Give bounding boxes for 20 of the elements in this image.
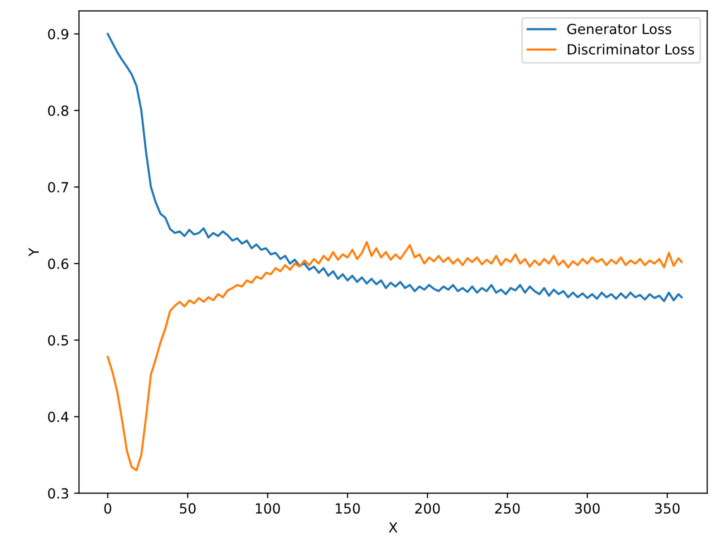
x-tick-label: 250 <box>495 503 520 514</box>
y-tick-label: 0.6 <box>48 258 68 270</box>
y-tick-label: 0.9 <box>48 28 68 40</box>
y-axis-title: Y <box>28 248 39 256</box>
x-tick-label: 50 <box>180 503 196 514</box>
x-tick-label: 350 <box>655 503 680 514</box>
y-tick-label: 0.4 <box>48 412 68 422</box>
x-axis-title: X <box>388 522 398 532</box>
x-tick-label: 300 <box>575 503 600 514</box>
y-tick-label: 0.3 <box>48 488 68 499</box>
x-tick-label: 150 <box>336 503 360 514</box>
y-tick-label: 0.5 <box>48 335 68 346</box>
legend-label: Discriminator Loss <box>568 44 694 55</box>
y-tick-label: 0.8 <box>48 105 68 116</box>
legend-label: Generator Loss <box>567 24 672 34</box>
x-tick-label: 100 <box>256 503 280 514</box>
x-tick-label: 200 <box>415 503 440 514</box>
line-series <box>106 241 683 472</box>
x-tick-label: 0 <box>104 503 112 514</box>
y-tick-label: 0.7 <box>48 182 68 192</box>
